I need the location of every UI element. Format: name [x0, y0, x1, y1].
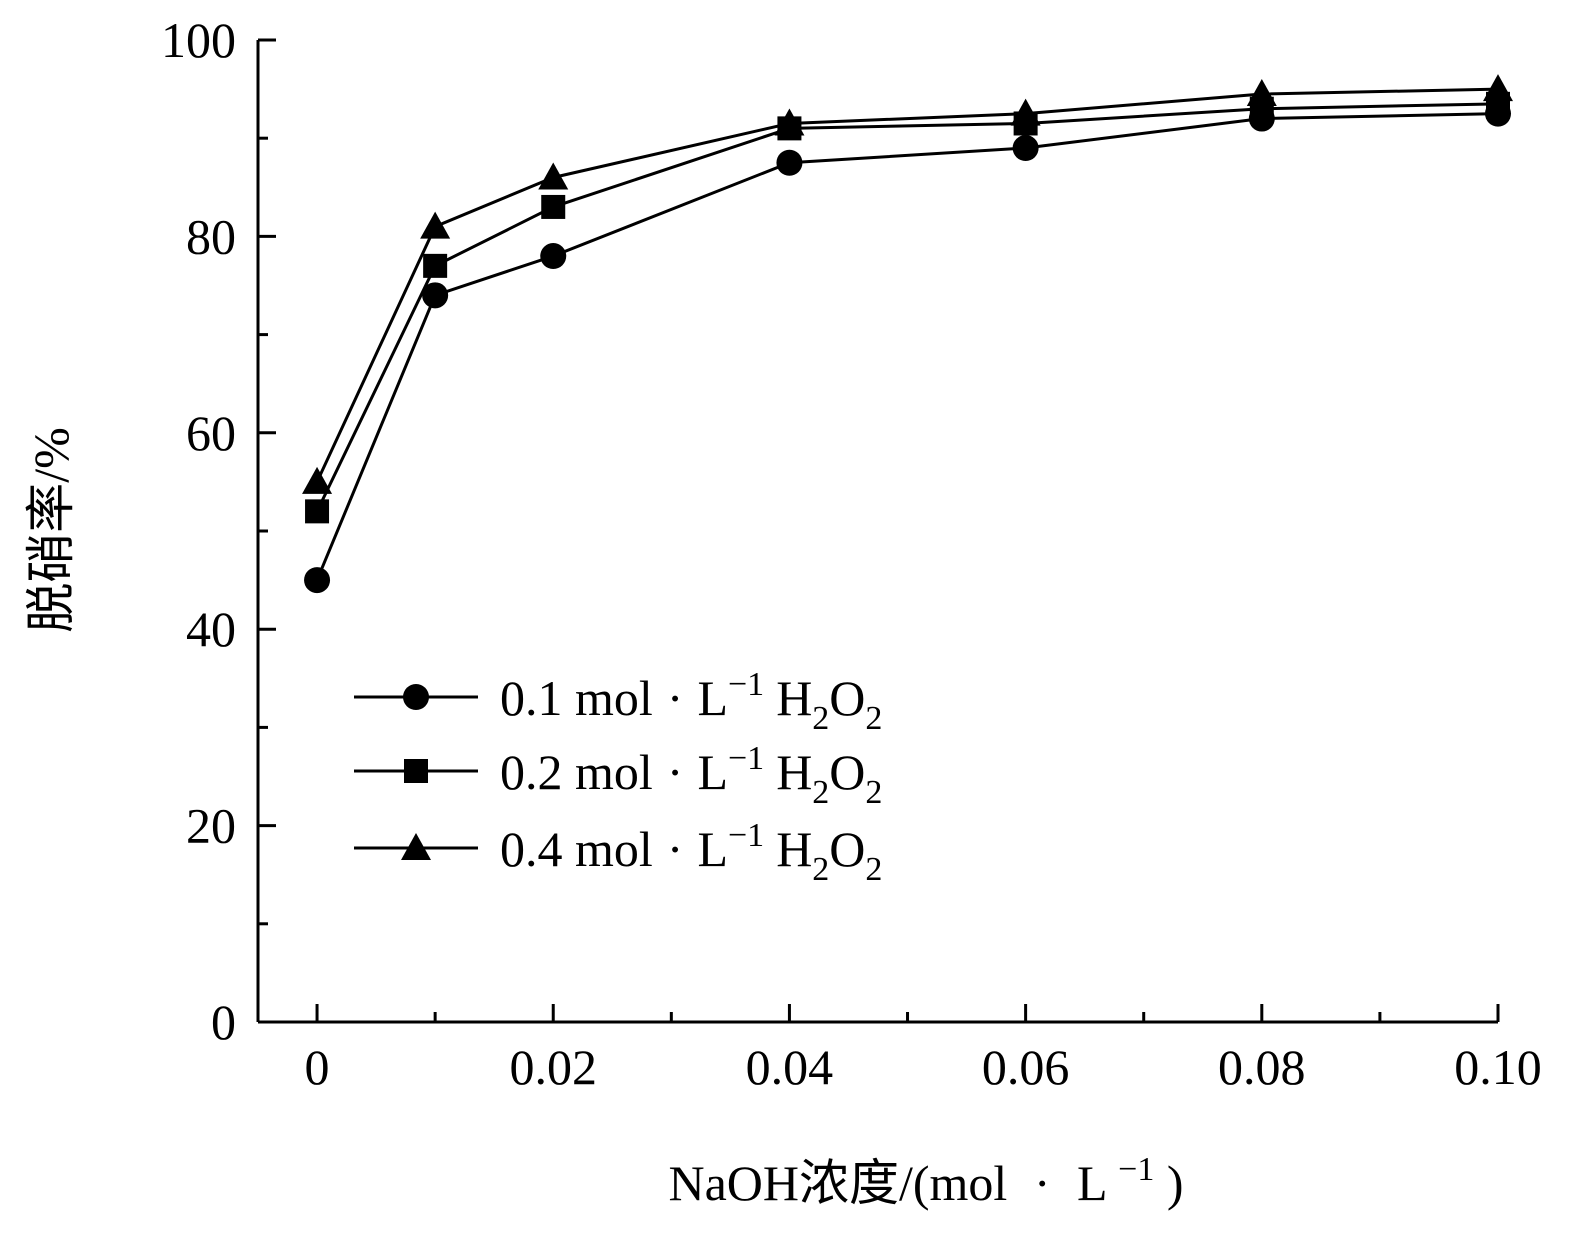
- legend-marker-triangle: [401, 833, 431, 860]
- y-axis-title: 脱硝率/%: [23, 427, 79, 633]
- data-point-circle: [776, 149, 803, 176]
- data-point-triangle: [1483, 74, 1513, 102]
- x-axis-title-dot: ·: [1034, 1155, 1051, 1211]
- data-point-square: [423, 253, 448, 278]
- x-tick-label: 0.06: [982, 1039, 1070, 1095]
- series-circle: [304, 100, 1511, 594]
- legend-item: 0.4 mol · L−1 H2O2: [354, 817, 882, 888]
- legend-label: 0.4 mol · L−1 H2O2: [500, 817, 882, 888]
- x-tick-label: 0: [305, 1039, 330, 1095]
- data-point-circle: [1012, 135, 1039, 162]
- series-group: [302, 74, 1513, 594]
- data-point-triangle: [538, 162, 569, 190]
- data-point-circle: [422, 282, 449, 309]
- data-point-triangle: [774, 108, 805, 136]
- y-tick-label: 40: [186, 601, 236, 657]
- data-point-triangle: [420, 211, 451, 239]
- y-tick-label: 0: [211, 994, 236, 1050]
- data-point-square: [541, 194, 566, 219]
- x-axis-title: NaOH浓度/(mol · L −1 ): [668, 1135, 1183, 1211]
- series-line: [315, 87, 1499, 483]
- y-tick-label: 20: [186, 798, 236, 854]
- x-axis-title-sup: −1: [1118, 1151, 1154, 1188]
- series-line: [315, 112, 1499, 581]
- x-axis-title-unit: L: [1077, 1155, 1106, 1211]
- legend-item: 0.1 mol · L−1 H2O2: [354, 666, 882, 737]
- x-tick-label: 0.04: [746, 1039, 834, 1095]
- y-tick-label: 100: [161, 12, 236, 68]
- data-point-triangle: [1246, 79, 1277, 107]
- legend-marker-square: [404, 759, 428, 783]
- legend-label: 0.2 mol · L−1 H2O2: [500, 740, 882, 811]
- legend-label: 0.1 mol · L−1 H2O2: [500, 666, 882, 737]
- data-point-circle: [304, 567, 331, 594]
- y-tick-label: 80: [186, 208, 236, 264]
- series-triangle: [302, 74, 1513, 494]
- data-point-triangle: [302, 466, 333, 494]
- legend-marker-circle: [403, 684, 429, 710]
- x-tick-label: 0.10: [1454, 1039, 1542, 1095]
- y-tick-label: 60: [186, 405, 236, 461]
- data-point-triangle: [1010, 98, 1041, 126]
- ticks: 0 20 40 60 80 100 0 0.02 0.04 0.06 0.08 0.10: [161, 12, 1542, 1095]
- legend-item: 0.2 mol · L−1 H2O2: [354, 740, 882, 811]
- x-tick-label: 0.08: [1218, 1039, 1306, 1095]
- data-point-square: [305, 499, 330, 524]
- x-tick-label: 0.02: [509, 1039, 597, 1095]
- x-axis-title-main: NaOH浓度/(mol: [668, 1155, 1007, 1211]
- data-point-circle: [540, 243, 567, 270]
- series-line: [315, 102, 1499, 513]
- x-axis-title-close: ): [1167, 1155, 1184, 1211]
